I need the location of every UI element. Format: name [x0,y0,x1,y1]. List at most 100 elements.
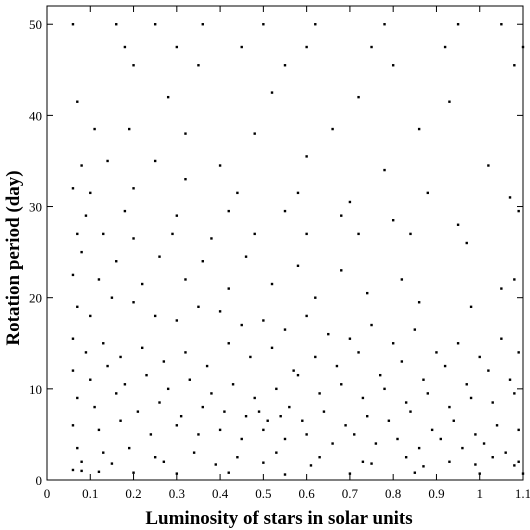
data-point [240,437,243,441]
data-point [357,95,360,99]
data-point [158,401,161,404]
data-point [443,45,447,49]
data-point [456,342,460,345]
data-point [474,433,477,436]
data-point [153,159,157,163]
data-point [283,437,287,441]
data-point [340,269,343,272]
data-point [344,424,347,427]
data-point [340,383,343,386]
data-point [80,460,83,463]
x-tick-label: 0.1 [82,486,98,501]
data-point [93,405,96,409]
data-point [115,23,118,26]
data-point [244,255,248,258]
data-point [266,419,269,422]
data-point [197,64,200,67]
data-point [153,456,157,459]
data-point [495,424,499,427]
data-point [71,187,75,190]
data-point [283,64,287,67]
data-point [283,209,287,213]
data-point [71,23,75,26]
data-point [270,282,274,286]
data-point [76,446,79,450]
data-point [521,45,525,49]
data-points [71,23,525,476]
data-point [370,462,373,465]
data-point [184,177,187,181]
data-point [500,337,503,340]
data-point [102,342,105,345]
data-point [478,355,481,359]
data-point [132,187,135,190]
data-point [175,319,179,322]
data-point [361,396,365,400]
data-point [262,319,265,322]
data-point [106,159,109,163]
data-point [262,461,265,464]
data-point [508,196,512,199]
data-point [491,401,494,404]
data-point [218,310,222,313]
plot-frame [46,5,524,481]
data-point [270,346,274,350]
data-point [357,232,360,236]
data-point [296,191,300,195]
x-tick-label: 0.6 [299,486,316,501]
data-point [89,191,92,195]
data-point [374,442,378,445]
data-point [71,369,75,372]
data-point [84,214,88,217]
data-point [357,351,360,354]
data-point [305,232,308,236]
x-tick-label: 0 [44,486,51,501]
data-point [305,155,308,158]
data-point [409,232,412,236]
data-point [301,419,304,422]
data-point [452,419,455,422]
data-point [517,428,520,432]
data-point [171,232,174,236]
data-point [149,433,153,436]
data-point [482,442,486,445]
data-point [153,23,157,26]
data-point [487,164,490,167]
x-tick-label: 0.2 [125,486,141,501]
data-point [249,355,252,359]
data-point [275,451,278,454]
data-point [253,132,256,135]
data-point [240,323,243,327]
data-point [353,433,356,436]
data-point [89,378,92,381]
data-point [478,472,481,475]
axis-ticks: 0 0.1 0.2 0.3 0.4 0.5 0.6 0.7 0.8 0.9 1 1.1 0 10 20 30 4… [29,6,530,501]
data-point [430,428,434,432]
data-point [413,471,417,474]
data-point [227,287,230,290]
data-point [283,328,287,331]
data-point [318,392,321,395]
data-point [110,296,114,299]
data-point [517,460,520,463]
data-point [179,414,183,418]
data-point [97,428,101,432]
data-point [439,437,442,441]
data-point [205,364,209,368]
data-point [227,209,230,213]
data-point [318,456,321,459]
data-point [404,401,408,404]
y-tick-label: 20 [29,291,42,306]
data-point [97,470,101,473]
data-point [361,460,365,463]
data-point [128,446,131,450]
data-point [115,260,118,263]
data-point [500,23,503,26]
data-point [314,355,317,359]
data-point [348,472,352,475]
data-point [184,278,187,281]
data-point [128,127,131,131]
data-point [102,451,105,454]
data-point [314,23,317,26]
data-point [192,451,196,454]
